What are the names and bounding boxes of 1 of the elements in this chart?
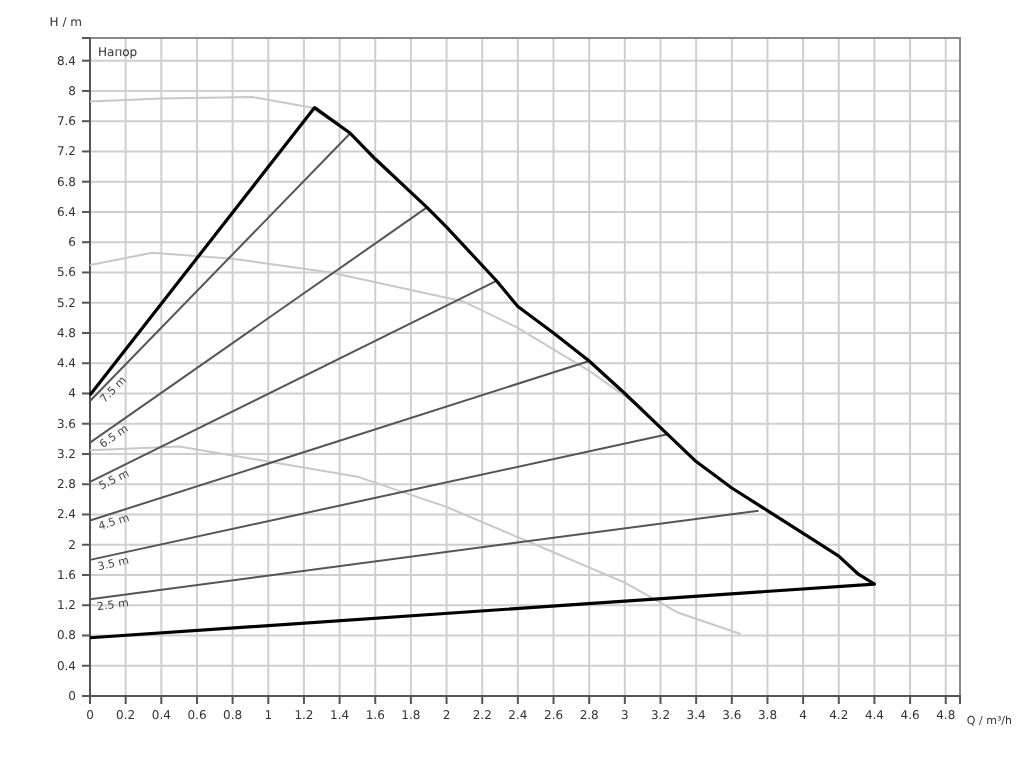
line-series	[88, 105, 877, 640]
